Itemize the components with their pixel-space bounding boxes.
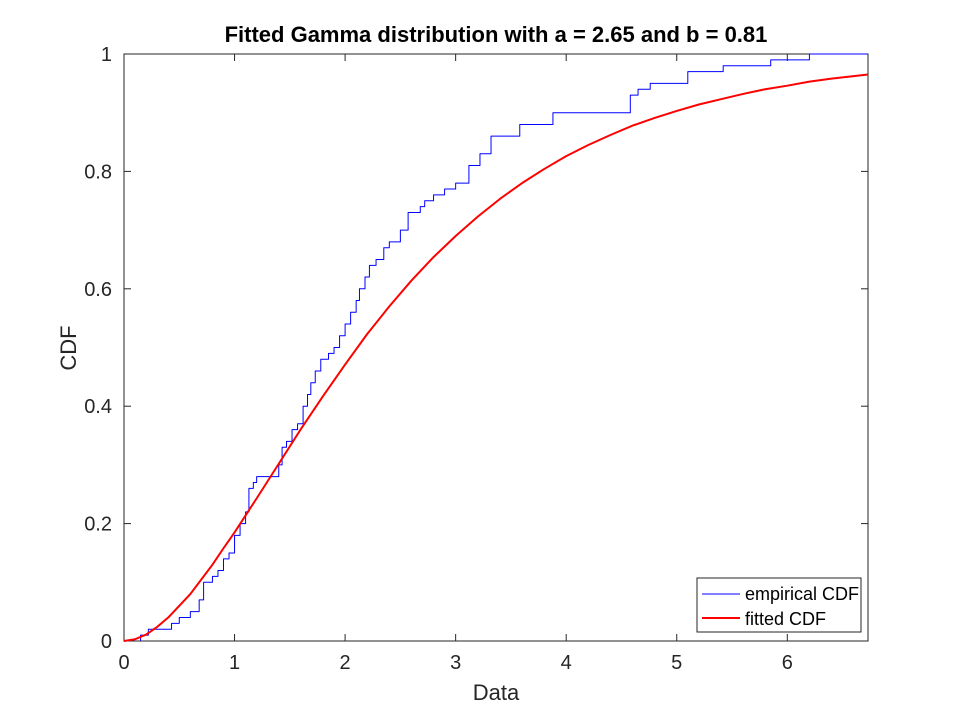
y-tick-label: 0.2 — [84, 514, 112, 536]
series-line-0 — [140, 53, 868, 641]
x-axis-label: Data — [473, 680, 520, 705]
y-tick-label: 0.4 — [84, 396, 112, 418]
x-tick-label: 6 — [782, 652, 793, 674]
y-axis-label: CDF — [56, 325, 81, 370]
legend-label-empirical: empirical CDF — [745, 584, 859, 604]
x-tick-label: 4 — [561, 652, 572, 674]
series-layer — [123, 53, 869, 642]
legend-label-fitted: fitted CDF — [745, 609, 826, 629]
x-tick-label: 2 — [340, 652, 351, 674]
chart-title: Fitted Gamma distribution with a = 2.65 … — [225, 22, 768, 47]
tick-labels: 0 1 2 3 4 5 6 0 0.2 0.4 0.6 0.8 1 — [84, 44, 793, 674]
y-tick-label: 0.8 — [84, 161, 112, 183]
legend: empirical CDF fitted CDF — [696, 577, 862, 633]
series-line-1 — [123, 73, 869, 642]
y-tick-label: 0.6 — [84, 279, 112, 301]
y-tick-label: 0 — [101, 631, 112, 653]
x-tick-label: 0 — [118, 652, 129, 674]
plot-area — [123, 53, 869, 642]
legend-box — [696, 577, 862, 633]
y-tick-label: 1 — [101, 44, 112, 66]
x-tick-label: 5 — [671, 652, 682, 674]
x-tick-label: 3 — [450, 652, 461, 674]
x-tick-label: 1 — [229, 652, 240, 674]
